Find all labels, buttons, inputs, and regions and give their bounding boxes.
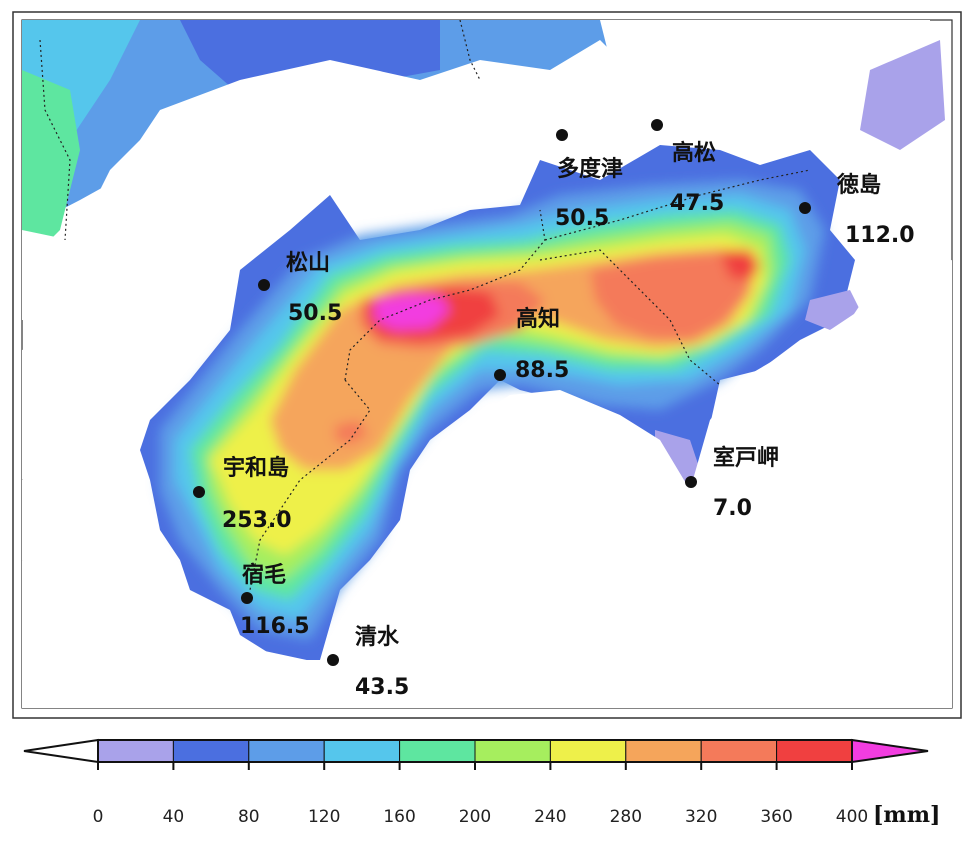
- station-value-takamatsu: 47.5: [670, 191, 724, 216]
- colorbar-segment: [700, 739, 778, 763]
- station-name-uwajima: 宇和島: [223, 455, 289, 481]
- prefecture-border-kagawa: [544, 169, 811, 241]
- station-marker-muroto: [685, 476, 697, 488]
- kii-field: [860, 40, 945, 150]
- station-name-tokushima: 徳島: [836, 172, 881, 198]
- station-marker-takamatsu: [651, 119, 663, 131]
- prefecture-border-kochi-tokushima: [539, 249, 721, 386]
- station-value-muroto: 7.0: [713, 496, 752, 521]
- map-outer-frame: [12, 11, 962, 719]
- map-field: [22, 20, 952, 708]
- station-marker-matsuyama: [258, 279, 270, 291]
- station-value-uwajima: 253.0: [222, 508, 292, 533]
- muroto-low-patch: [655, 430, 700, 485]
- colorbar-tick-label: 400: [836, 807, 868, 827]
- colorbar-tick-label: 80: [238, 807, 260, 827]
- station-value-kochi: 88.5: [515, 358, 569, 383]
- colorbar-tick-label: 320: [685, 807, 717, 827]
- station-markers: 松山 50.5 多度津 50.5 高松 47.5 徳島 112.0 高知 88.…: [193, 119, 915, 700]
- colorbar-under-triangle: [23, 738, 99, 764]
- colorbar-segment: [323, 739, 401, 763]
- colorbar-tick-label: 40: [163, 807, 185, 827]
- colorbar-segment: [399, 739, 476, 763]
- colorbar-tick-label: 200: [459, 807, 491, 827]
- station-value-shimizu: 43.5: [355, 675, 409, 700]
- prefecture-border-kyushu: [39, 39, 71, 241]
- colorbar-tick-label: 280: [610, 807, 642, 827]
- colorbar-over-triangle: [851, 738, 929, 764]
- station-name-shimizu: 清水: [355, 624, 400, 650]
- colorbar-segment: [625, 739, 702, 763]
- station-marker-tadotsu: [556, 129, 568, 141]
- tokushima-low-patch: [805, 290, 860, 330]
- station-marker-tokushima: [799, 202, 811, 214]
- colorbar-tick-label: 360: [760, 807, 792, 827]
- colorbar-tick-label: 120: [308, 807, 340, 827]
- colorbar-tick-label: 0: [93, 807, 104, 827]
- colorbar-ticks: 0 40 80 120 160 200 240 280 320 360 400: [93, 762, 868, 827]
- west-field-green: [22, 70, 80, 260]
- prefecture-border-honshu: [459, 20, 481, 81]
- station-name-kochi: 高知: [516, 306, 560, 332]
- bungo-channel: [22, 330, 150, 480]
- station-name-muroto: 室戸岬: [713, 445, 779, 471]
- station-name-tadotsu: 多度津: [557, 156, 623, 182]
- colorbar-tick-label: 240: [534, 807, 566, 827]
- honshu-field: [22, 20, 620, 230]
- station-name-matsuyama: 松山: [286, 251, 330, 276]
- station-marker-sukumo: [241, 592, 253, 604]
- colorbar-segment: [172, 739, 250, 763]
- station-value-tokushima: 112.0: [845, 223, 915, 248]
- west-coast-sea: [22, 470, 140, 560]
- colorbar-unit-label: [mm]: [873, 802, 940, 828]
- colorbar-segment: [474, 739, 551, 763]
- colorbar-segment: [97, 739, 174, 763]
- colorbar-segment: [549, 739, 627, 763]
- west-sea-upper: [22, 230, 90, 320]
- pacific-ocean: [22, 260, 952, 708]
- colorbar-tick-label: 160: [383, 807, 415, 827]
- station-name-sukumo: 宿毛: [242, 562, 286, 588]
- colorbar: 0 40 80 120 160 200 240 280 320 360 400 [mm]: [23, 738, 940, 828]
- station-marker-kochi: [494, 369, 506, 381]
- rainfall-contours: [160, 180, 825, 640]
- seto-sea-white: [90, 40, 830, 225]
- colorbar-segment: [776, 739, 853, 763]
- colorbar-segment: [248, 739, 325, 763]
- station-value-matsuyama: 50.5: [288, 301, 342, 326]
- station-name-takamatsu: 高松: [672, 140, 716, 166]
- station-value-sukumo: 116.5: [240, 614, 310, 639]
- station-marker-shimizu: [327, 654, 339, 666]
- honshu-white: [600, 20, 930, 130]
- prefecture-border-west: [249, 379, 371, 591]
- station-marker-uwajima: [193, 486, 205, 498]
- colorbar-segments: [97, 739, 853, 763]
- station-value-tadotsu: 50.5: [555, 206, 609, 231]
